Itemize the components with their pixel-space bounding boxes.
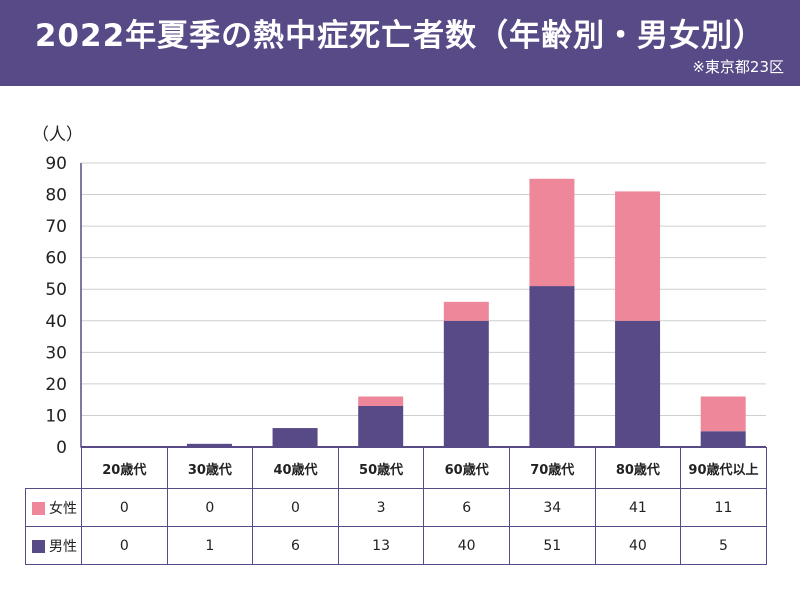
- y-axis-label: （人）: [32, 125, 83, 145]
- bar-segment: [529, 178, 575, 287]
- legend-item: 男性: [25, 526, 82, 565]
- table-row-female: 女性 0 0 0 3 6 34 41 11: [25, 488, 767, 527]
- data-label: 40: [594, 526, 682, 565]
- y-tick-label: 70: [45, 217, 67, 237]
- bar-segment: [272, 428, 318, 447]
- legend-item: 女性: [25, 488, 82, 527]
- category-label: 70歳代: [508, 447, 596, 489]
- data-label: 6: [423, 488, 510, 527]
- category-label: 40歳代: [252, 447, 339, 489]
- data-label: 51: [508, 526, 596, 565]
- data-label: 0: [81, 526, 168, 565]
- y-tick-label: 90: [45, 154, 67, 174]
- bar-segment: [700, 431, 746, 447]
- category-label: 50歳代: [337, 447, 425, 489]
- legend-label: 男性: [49, 538, 77, 555]
- bar-segment: [358, 405, 404, 447]
- y-tick-label: 20: [45, 375, 67, 395]
- data-table: 20歳代 30歳代 40歳代 50歳代 60歳代 70歳代 80歳代 90歳代以上 女性 0 0 0…: [25, 447, 767, 565]
- legend-swatch: [32, 501, 45, 515]
- category-label: 80歳代: [594, 447, 682, 489]
- bar-segment: [529, 286, 575, 447]
- data-label: 0: [252, 488, 339, 527]
- y-tick-label: 10: [45, 406, 67, 426]
- chart-subtitle: ※東京都23区: [692, 58, 784, 76]
- bar-segment: [443, 301, 489, 321]
- y-tick-label: 50: [45, 280, 67, 300]
- y-tick-label: 30: [45, 343, 67, 363]
- category-label: 30歳代: [166, 447, 254, 489]
- bar-segment: [186, 443, 232, 447]
- y-tick-label: 60: [45, 249, 67, 269]
- category-label: 90歳代以上: [680, 447, 767, 489]
- y-tick-label: 40: [45, 312, 67, 332]
- data-label: 1: [166, 526, 254, 565]
- table-header-row: 20歳代 30歳代 40歳代 50歳代 60歳代 70歳代 80歳代 90歳代以上: [25, 447, 767, 489]
- bar-segment: [615, 191, 661, 321]
- data-label: 13: [337, 526, 425, 565]
- y-tick-label: 80: [45, 186, 67, 206]
- data-label: 0: [166, 488, 254, 527]
- bar-segment: [443, 320, 489, 447]
- bar-segment: [615, 320, 661, 447]
- legend-swatch: [32, 539, 45, 553]
- table-corner: [25, 447, 82, 489]
- data-label: 0: [81, 488, 168, 527]
- category-label: 60歳代: [423, 447, 510, 489]
- header-banner: 2022年夏季の熱中症死亡者数（年齢別・男女別） ※東京都23区: [0, 0, 800, 86]
- data-label: 11: [680, 488, 767, 527]
- data-label: 40: [423, 526, 510, 565]
- data-label: 5: [680, 526, 767, 565]
- legend-label: 女性: [49, 500, 77, 517]
- data-label: 6: [252, 526, 339, 565]
- data-label: 3: [337, 488, 425, 527]
- table-row-male: 男性 0 1 6 13 40 51 40 5: [25, 526, 767, 565]
- chart-title: 2022年夏季の熱中症死亡者数（年齢別・男女別）: [34, 18, 766, 54]
- bar-segment: [700, 396, 746, 432]
- category-label: 20歳代: [81, 447, 168, 489]
- bar-segment: [358, 396, 404, 406]
- data-label: 41: [594, 488, 682, 527]
- data-label: 34: [508, 488, 596, 527]
